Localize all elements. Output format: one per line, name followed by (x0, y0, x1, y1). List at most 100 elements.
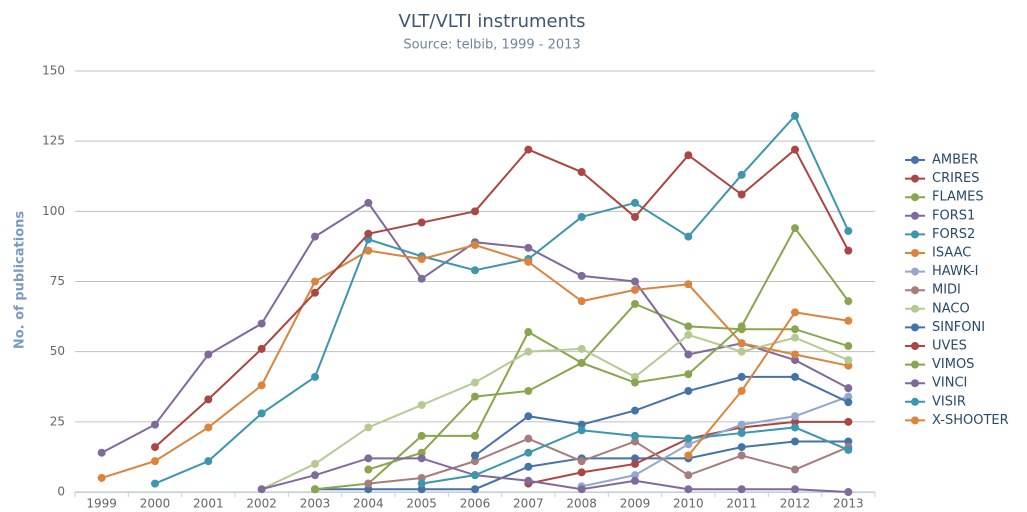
data-point (577, 358, 586, 367)
data-point (204, 350, 213, 359)
legend-symbol (911, 379, 919, 388)
data-point (791, 412, 799, 421)
legend-item[interactable]: UVES (932, 339, 967, 354)
legend-symbol (911, 230, 919, 239)
data-point (844, 445, 853, 454)
data-point (631, 378, 639, 387)
data-point (737, 372, 746, 381)
data-point (524, 328, 533, 337)
chart-subtitle: Source: telbib, 1999 - 2013 (403, 38, 580, 53)
data-point (844, 392, 853, 401)
data-point (684, 370, 693, 379)
legend-item[interactable]: VISIR (932, 394, 966, 409)
data-point (737, 347, 746, 356)
legend-symbol (911, 342, 919, 350)
x-tick-label: 2003 (300, 497, 331, 511)
legend-symbol (911, 267, 919, 276)
y-tick-label: 125 (42, 134, 65, 148)
data-point (684, 330, 693, 339)
legend-symbol (911, 211, 919, 220)
data-point (471, 431, 479, 440)
legend-item[interactable]: VINCI (932, 376, 967, 391)
data-point (364, 454, 373, 463)
data-point (471, 392, 479, 401)
legend-symbol (911, 323, 919, 332)
legend-symbol (911, 193, 919, 202)
data-point (151, 479, 159, 488)
data-point (631, 372, 639, 381)
data-point (311, 485, 319, 494)
data-point (97, 448, 106, 457)
data-point (417, 473, 426, 482)
legend-item[interactable]: VIMOS (932, 357, 974, 372)
data-point (737, 322, 746, 331)
data-point (471, 241, 479, 250)
data-point (737, 386, 746, 395)
data-point (791, 417, 799, 426)
data-point (684, 322, 693, 331)
data-point (844, 246, 853, 255)
data-point (791, 485, 799, 494)
series-line (261, 333, 849, 491)
data-point (791, 372, 799, 381)
data-point (684, 386, 693, 395)
legend-item[interactable]: NACO (932, 301, 970, 316)
x-tick-label: 2008 (566, 497, 597, 511)
data-point (364, 465, 373, 474)
data-point (524, 434, 533, 443)
data-point (364, 423, 373, 432)
legend-symbol (911, 416, 919, 425)
data-point (364, 198, 373, 207)
legend-item[interactable]: FORS2 (932, 227, 975, 242)
data-point (684, 471, 693, 480)
data-point (684, 451, 693, 460)
data-point (204, 395, 213, 404)
data-point (471, 451, 479, 460)
legend-item[interactable]: ISAAC (932, 246, 971, 261)
series-line (154, 148, 850, 448)
data-point (684, 485, 693, 494)
data-point (577, 297, 586, 306)
legend-symbol (911, 304, 919, 313)
data-point (844, 398, 853, 407)
legend-item[interactable]: X-SHOOTER (932, 413, 1009, 428)
series-line (581, 395, 849, 488)
data-point (524, 476, 533, 485)
data-point (631, 277, 639, 286)
legend-item[interactable]: FLAMES (932, 190, 984, 205)
legend-item[interactable]: SINFONI (932, 320, 985, 335)
data-point (684, 232, 693, 241)
data-point (151, 420, 159, 429)
series-line (261, 457, 849, 493)
data-point (791, 111, 799, 120)
y-tick-label: 50 (50, 344, 65, 358)
data-point (417, 448, 426, 457)
series-line (687, 311, 849, 457)
legend-item[interactable]: MIDI (932, 283, 961, 298)
data-point (737, 429, 746, 438)
data-point (631, 198, 639, 207)
legend-item[interactable]: HAWK-I (932, 264, 979, 279)
data-point (577, 485, 586, 494)
x-tick-label: 2011 (726, 497, 757, 511)
legend-symbol (911, 397, 919, 406)
data-point (257, 409, 266, 418)
series-line (474, 375, 849, 457)
legend-item[interactable]: CRIRES (932, 171, 979, 186)
data-point (151, 443, 159, 452)
data-point (524, 145, 533, 154)
legend-item[interactable]: FORS1 (932, 208, 975, 223)
data-point (844, 488, 853, 496)
data-point (631, 299, 639, 308)
series-line (154, 114, 850, 485)
data-point (791, 145, 799, 154)
data-point (577, 168, 586, 177)
series-line (368, 437, 849, 485)
data-point (577, 344, 586, 353)
data-point (737, 451, 746, 460)
data-point (524, 243, 533, 252)
legend-item[interactable]: AMBER (932, 153, 978, 168)
data-point (577, 457, 586, 466)
x-tick-label: 2007 (513, 497, 544, 511)
